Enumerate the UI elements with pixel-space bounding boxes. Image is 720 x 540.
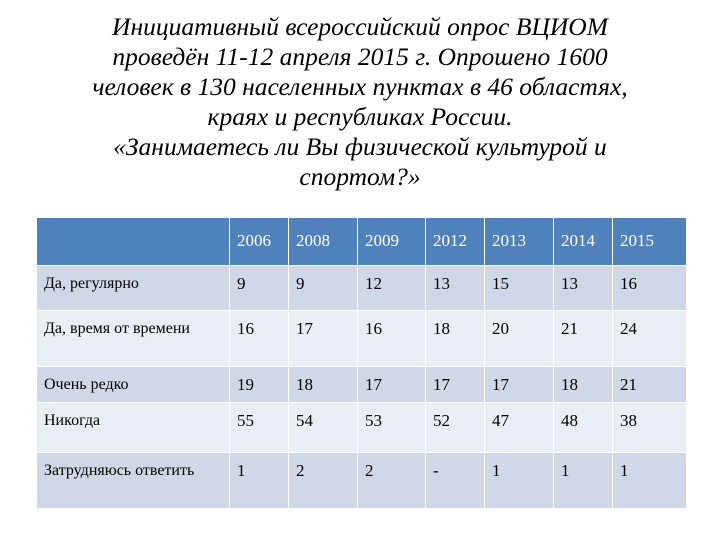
value-cell: 16 (612, 265, 687, 311)
value-cell: 20 (484, 310, 554, 367)
value-cell: 21 (553, 310, 613, 367)
value-cell: 1 (484, 452, 554, 509)
title-line: проведён 11-12 апреля 2015 г. Опрошено 1… (112, 42, 608, 71)
value-cell: 1 (229, 452, 289, 509)
title-line: «Занимаетесь ли Вы физической культурой … (113, 132, 607, 161)
value-cell: 13 (425, 265, 485, 311)
table-header-row: 2006 2008 2009 2012 2013 2014 2015 (36, 217, 687, 266)
value-cell: 19 (229, 366, 289, 403)
row-label: Никогда (36, 402, 230, 453)
header-year-cell: 2012 (425, 217, 485, 266)
value-cell: 52 (425, 402, 485, 453)
value-cell: 54 (288, 402, 358, 453)
value-cell: 16 (229, 310, 289, 367)
table-row: Да, время от времени 16 17 16 18 20 21 2… (36, 310, 687, 367)
value-cell: 24 (612, 310, 687, 367)
value-cell: - (425, 452, 485, 509)
table-row: Да, регулярно 9 9 12 13 15 13 16 (36, 265, 687, 311)
header-year-cell: 2015 (612, 217, 687, 266)
value-cell: 18 (425, 310, 485, 367)
value-cell: 9 (229, 265, 289, 311)
title-line: спортом?» (299, 162, 421, 191)
value-cell: 2 (357, 452, 426, 509)
value-cell: 13 (553, 265, 613, 311)
header-year-cell: 2006 (229, 217, 289, 266)
poll-results-table: 2006 2008 2009 2012 2013 2014 2015 Да, р… (36, 217, 687, 509)
row-label: Очень редко (36, 366, 230, 403)
value-cell: 55 (229, 402, 289, 453)
value-cell: 47 (484, 402, 554, 453)
row-label: Да, регулярно (36, 265, 230, 311)
value-cell: 17 (425, 366, 485, 403)
value-cell: 18 (553, 366, 613, 403)
value-cell: 2 (288, 452, 358, 509)
header-year-cell: 2014 (553, 217, 613, 266)
value-cell: 9 (288, 265, 358, 311)
value-cell: 17 (288, 310, 358, 367)
value-cell: 1 (553, 452, 613, 509)
table-row: Очень редко 19 18 17 17 17 18 21 (36, 366, 687, 403)
value-cell: 53 (357, 402, 426, 453)
value-cell: 38 (612, 402, 687, 453)
title-line: человек в 130 населенных пунктах в 46 об… (92, 72, 628, 101)
title-line: Инициативный всероссийский опрос ВЦИОМ (112, 12, 608, 41)
table-row: Никогда 55 54 53 52 47 48 38 (36, 402, 687, 453)
header-year-cell: 2013 (484, 217, 554, 266)
value-cell: 48 (553, 402, 613, 453)
title-line: краях и республиках России. (207, 102, 513, 131)
value-cell: 17 (484, 366, 554, 403)
header-year-cell: 2009 (357, 217, 426, 266)
value-cell: 18 (288, 366, 358, 403)
table-row: Затрудняюсь ответить 1 2 2 - 1 1 1 (36, 452, 687, 509)
value-cell: 15 (484, 265, 554, 311)
row-label: Да, время от времени (36, 310, 230, 367)
page-title: Инициативный всероссийский опрос ВЦИОМ п… (20, 12, 700, 192)
value-cell: 1 (612, 452, 687, 509)
value-cell: 12 (357, 265, 426, 311)
header-year-cell: 2008 (288, 217, 358, 266)
value-cell: 16 (357, 310, 426, 367)
value-cell: 17 (357, 366, 426, 403)
header-corner-cell (36, 217, 230, 266)
value-cell: 21 (612, 366, 687, 403)
row-label: Затрудняюсь ответить (36, 452, 230, 509)
